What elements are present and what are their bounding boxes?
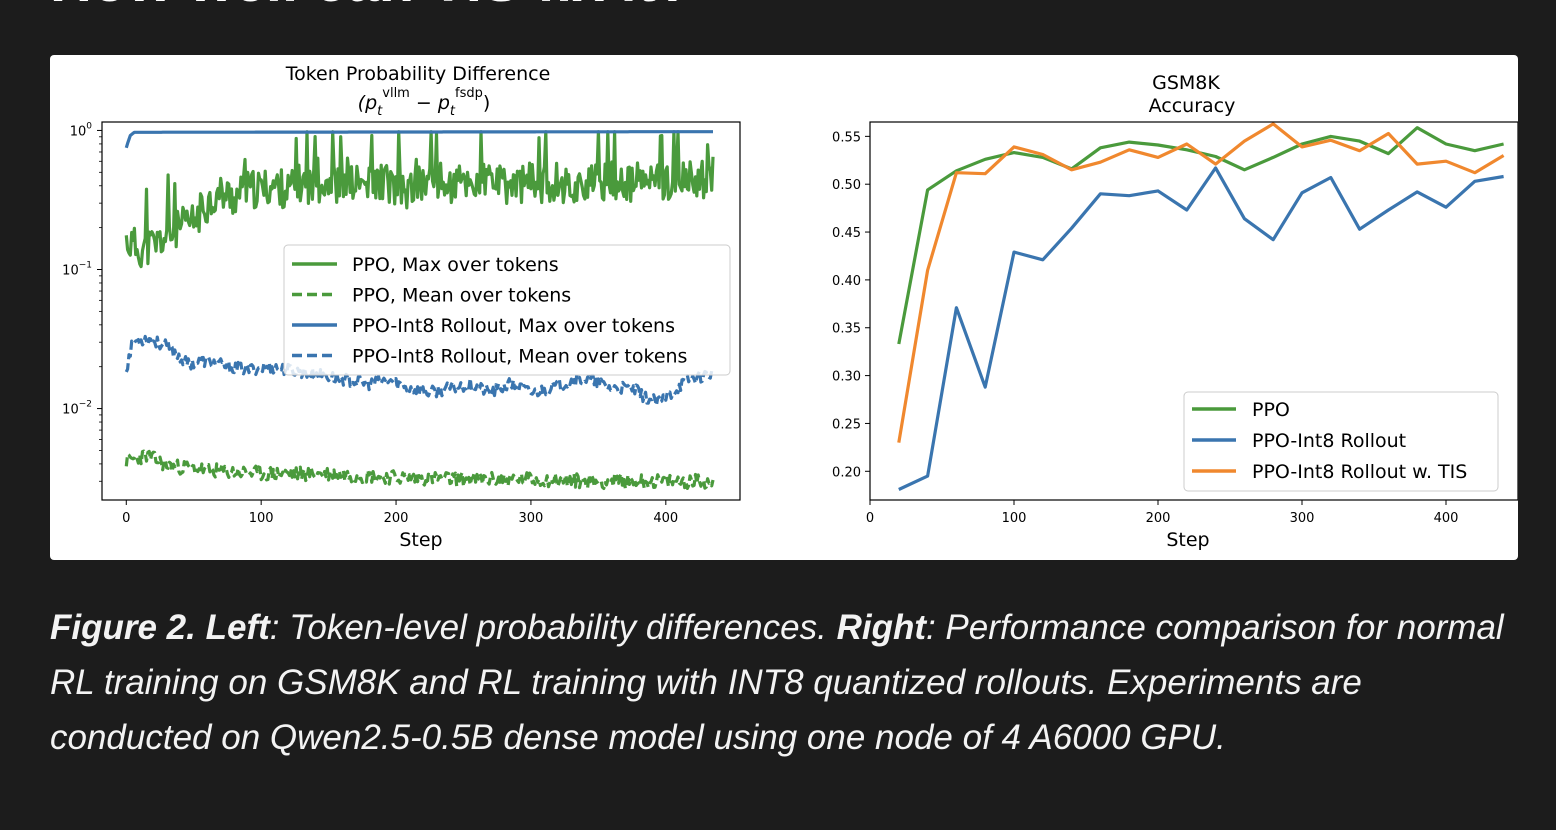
left-x-label: Step (399, 529, 442, 551)
left-y-tick-label: 100 (70, 121, 93, 139)
left-legend-label: PPO-Int8 Rollout, Max over tokens (352, 315, 675, 337)
left-x-tick-label: 400 (653, 511, 678, 526)
left-legend: PPO, Max over tokens PPO, Mean over token… (283, 244, 731, 376)
right-y-ticks: 0.20 0.25 0.30 0.35 0.40 0.45 0.50 0.55 (832, 130, 870, 480)
right-x-tick-label: 0 (866, 511, 874, 526)
right-legend: PPO PPO-Int8 Rollout PPO-Int8 Rollout w. T… (1183, 391, 1499, 492)
right-y-tick-label: 0.40 (832, 274, 861, 289)
left-series-ppo-max-over-tokens (124, 130, 715, 269)
left-x-ticks: 0 100 200 300 400 (122, 500, 678, 526)
right-y-tick-label: 0.30 (832, 370, 861, 385)
figure-panel: Token Probability Difference (ptvllm − p… (50, 55, 1518, 560)
caption-right-label: Right (836, 608, 926, 647)
left-series-ppo-int8-rollout-mean-over-tokens (124, 334, 714, 407)
left-x-tick-label: 300 (519, 511, 544, 526)
right-plot-area (897, 122, 1505, 491)
left-plot-area (124, 130, 715, 491)
left-chart-title: Token Probability Difference (285, 63, 551, 85)
left-legend-label: PPO-Int8 Rollout, Mean over tokens (352, 346, 687, 368)
right-x-label: Step (1166, 529, 1209, 551)
right-x-tick-label: 400 (1434, 511, 1459, 526)
right-y-tick-label: 0.35 (832, 322, 861, 337)
figure-caption: Figure 2. Left: Token-level probability … (50, 600, 1520, 765)
right-chart: GSM8K Accuracy 0 100 200 300 400 0.20 0.25 0.3… (832, 72, 1518, 551)
left-x-tick-label: 100 (249, 511, 274, 526)
right-series-ppo-int8-rollout-w-tis (897, 122, 1505, 443)
left-y-tick-label: 10−1 (62, 260, 92, 278)
left-chart: Token Probability Difference (ptvllm − p… (62, 63, 741, 551)
right-y-tick-label: 0.20 (832, 465, 861, 480)
right-y-tick-label: 0.55 (832, 130, 861, 145)
right-legend-box (1183, 391, 1499, 492)
caption-right-text: : Performance comparison for normal RL t… (50, 608, 1504, 757)
right-axes-frame (869, 121, 1518, 501)
right-x-tick-label: 100 (1002, 511, 1027, 526)
right-chart-title: GSM8K (1152, 72, 1220, 94)
left-legend-label: PPO, Max over tokens (352, 254, 559, 276)
right-x-tick-label: 200 (1146, 511, 1171, 526)
section-heading: How well can TIS fix it? (50, 0, 691, 15)
caption-left-label: Left (205, 608, 270, 647)
caption-left-text: : Token-level probability differences. (269, 608, 827, 647)
left-x-tick-label: 0 (122, 511, 130, 526)
caption-figure-number: Figure 2. (50, 608, 196, 647)
left-x-tick-label: 200 (384, 511, 409, 526)
left-series-ppo-mean-over-tokens (124, 449, 715, 491)
right-legend-label: PPO-Int8 Rollout (1252, 430, 1406, 452)
figure-svg: Token Probability Difference (ptvllm − p… (62, 63, 1518, 551)
right-x-ticks: 0 100 200 300 400 (866, 500, 1459, 526)
left-legend-label: PPO, Mean over tokens (352, 285, 571, 307)
right-chart-subtitle: Accuracy (1149, 95, 1236, 117)
left-legend-box (283, 244, 731, 376)
left-y-ticks: 100 10−1 10−2 (62, 121, 102, 482)
right-legend-label: PPO-Int8 Rollout w. TIS (1252, 461, 1467, 483)
right-y-tick-label: 0.50 (832, 178, 861, 193)
right-y-tick-label: 0.25 (832, 417, 861, 432)
right-series-ppo-int8-rollout (898, 166, 1504, 491)
right-legend-label: PPO (1252, 399, 1290, 421)
right-y-tick-label: 0.45 (832, 226, 861, 241)
left-series-ppo-int8-rollout-max-over-tokens (124, 130, 714, 149)
left-chart-subtitle: (ptvllm − ptfsdp) (358, 86, 491, 119)
left-y-tick-label: 10−2 (62, 400, 92, 418)
right-x-tick-label: 300 (1290, 511, 1315, 526)
